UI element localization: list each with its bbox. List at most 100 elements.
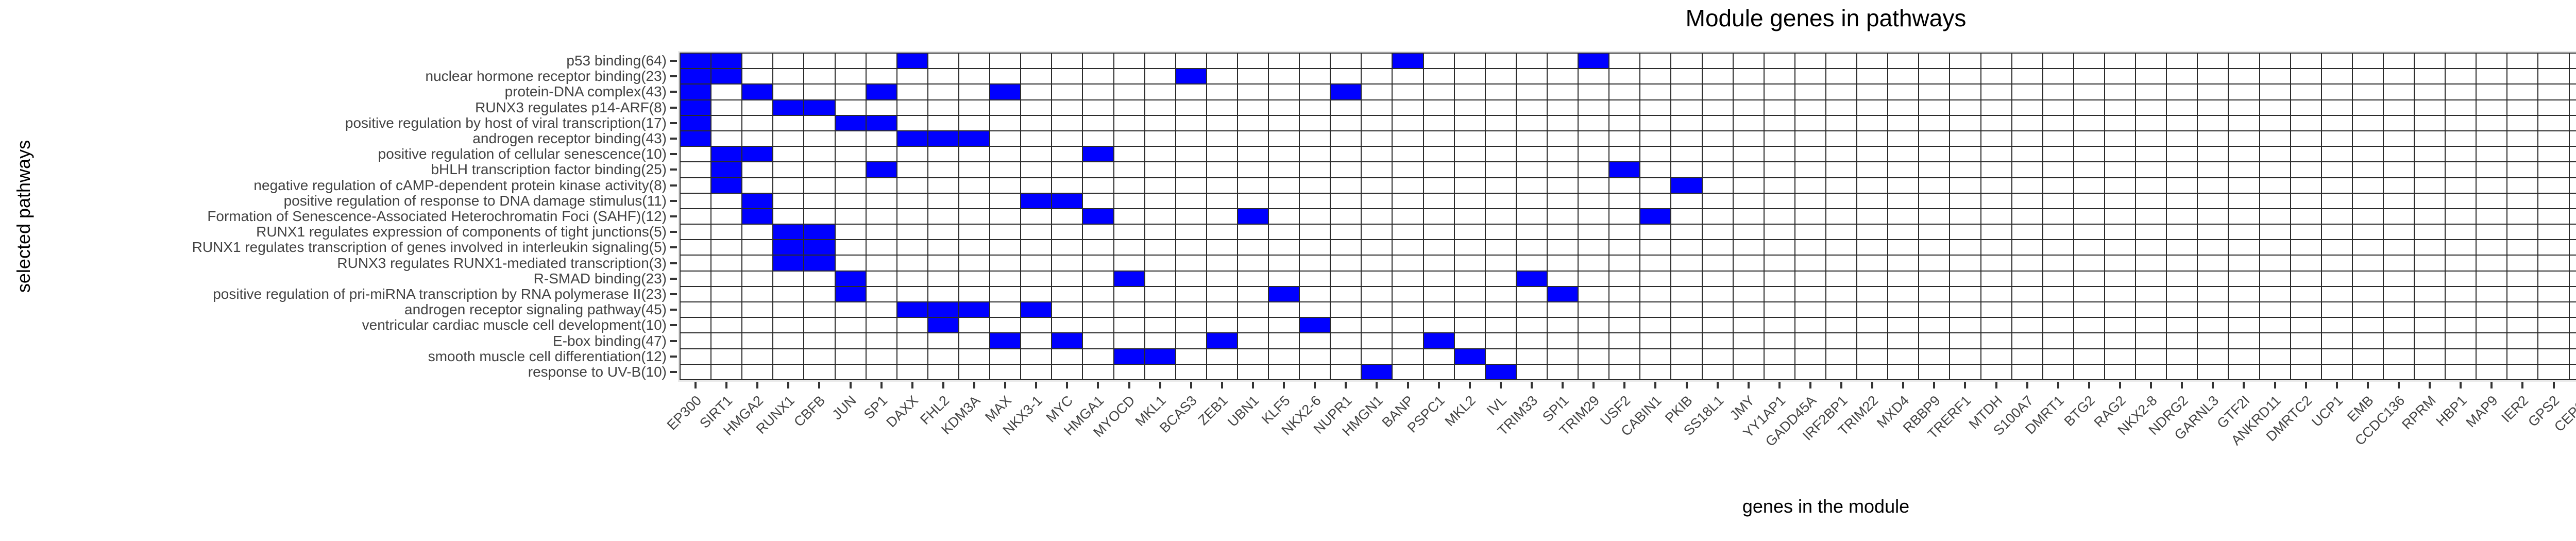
grid-hline — [680, 224, 2576, 225]
grid-vline — [1515, 53, 1517, 380]
grid-vline — [680, 53, 681, 380]
grid-vline — [958, 53, 959, 380]
x-axis-tick — [1685, 382, 1688, 388]
heatmap-cell-EP300-row2 — [680, 69, 711, 84]
y-tick-label-pathway: ventricular cardiac muscle cell developm… — [362, 317, 667, 333]
x-tick-label-gene: CBFB — [791, 393, 828, 430]
y-axis-tick — [670, 246, 677, 249]
x-axis-tick — [942, 382, 944, 388]
y-axis-tick — [670, 324, 677, 327]
grid-vline — [896, 53, 897, 380]
x-axis-tick — [1871, 382, 1874, 388]
grid-vline — [710, 53, 712, 380]
grid-vline — [2135, 53, 2137, 380]
x-axis-tick — [1314, 382, 1316, 388]
x-axis-tick — [2088, 382, 2090, 388]
grid-vline — [2197, 53, 2198, 380]
heatmap-cell-FHL2-row18 — [927, 317, 959, 333]
grid-hline — [680, 114, 2576, 116]
x-tick-label-gene: RPRM — [2398, 393, 2439, 433]
heatmap-cell-EP300-row5 — [680, 115, 711, 131]
heatmap-cell-SP1-row8 — [866, 162, 897, 178]
grid-vline — [2351, 53, 2353, 380]
x-axis-tick — [2181, 382, 2183, 388]
x-tick-label-gene: JUN — [829, 393, 859, 423]
grid-vline — [1422, 53, 1424, 380]
y-axis-tick — [670, 262, 677, 264]
heatmap-cell-SPI1-row16 — [1547, 286, 1579, 302]
heatmap-cell-HMGA1-row11 — [1082, 208, 1114, 225]
y-tick-label-pathway: androgen receptor signaling pathway(45) — [404, 301, 667, 318]
heatmap-cell-NKX3-1-row10 — [1021, 193, 1052, 209]
y-tick-label-pathway: RUNX1 regulates expression of components… — [256, 224, 667, 240]
grid-vline — [1113, 53, 1114, 380]
grid-vline — [2537, 53, 2539, 380]
x-axis-tick — [1499, 382, 1502, 388]
grid-hline — [680, 301, 2576, 303]
x-axis-tick — [1654, 382, 1657, 388]
grid-hline — [680, 99, 2576, 100]
x-axis-tick — [1406, 382, 1409, 388]
x-axis-tick — [2366, 382, 2369, 388]
y-axis-tick — [670, 153, 677, 156]
heatmap-cell-SP1-row3 — [866, 84, 897, 100]
x-axis-tick — [1221, 382, 1223, 388]
y-tick-label-pathway: positive regulation of response to DNA d… — [283, 192, 667, 209]
x-axis-tick — [1747, 382, 1750, 388]
heatmap-cell-EP300-row1 — [680, 53, 711, 69]
y-axis-tick — [670, 138, 677, 140]
x-axis-tick — [849, 382, 852, 388]
x-tick-label-gene: BTG2 — [2061, 393, 2098, 430]
heatmap-cell-BCAS3-row2 — [1175, 69, 1207, 84]
x-axis-tick — [1964, 382, 1967, 388]
x-axis-tick — [1345, 382, 1347, 388]
heatmap-cell-HMGA2-row7 — [742, 146, 773, 162]
y-tick-label-pathway: Formation of Senescence-Associated Heter… — [207, 208, 667, 224]
grid-vline — [1268, 53, 1269, 380]
x-axis-tick — [1190, 382, 1192, 388]
x-tick-label-gene: MKL2 — [1442, 393, 1479, 430]
grid-hline — [680, 177, 2576, 178]
x-axis-tick — [1809, 382, 1811, 388]
grid-vline — [2104, 53, 2105, 380]
x-axis-tick — [1562, 382, 1564, 388]
grid-vline — [2506, 53, 2508, 380]
y-tick-label-pathway: R-SMAD binding(23) — [533, 270, 667, 286]
y-axis-tick — [670, 231, 677, 233]
x-axis-tick — [2552, 382, 2555, 388]
heatmap-cell-ZEB1-row19 — [1206, 333, 1238, 349]
grid-hline — [680, 239, 2576, 241]
y-axis-tick — [670, 277, 677, 280]
heatmap-cell-MYOCD-row20 — [1113, 348, 1145, 364]
y-tick-label-pathway: positive regulation of pri-miRNA transcr… — [213, 285, 667, 302]
heatmap-cell-JUN-row15 — [835, 270, 866, 286]
y-axis-tick — [670, 60, 677, 62]
y-axis-tick — [670, 75, 677, 78]
heatmap-cell-DAXX-row17 — [896, 302, 928, 318]
grid-hline — [680, 146, 2576, 147]
grid-vline — [1082, 53, 1083, 380]
x-axis-tick — [1995, 382, 1997, 388]
grid-vline — [2382, 53, 2384, 380]
grid-vline — [2042, 53, 2043, 380]
heatmap-cell-JUN-row16 — [835, 286, 866, 302]
grid-hline — [680, 208, 2576, 209]
x-tick-label-gene: UBN1 — [1225, 393, 1262, 430]
heatmap-cell-TRIM29-row1 — [1578, 53, 1609, 69]
y-tick-label-pathway: RUNX1 regulates transcription of genes i… — [192, 239, 667, 256]
grid-vline — [1144, 53, 1145, 380]
grid-hline — [680, 348, 2576, 349]
heatmap-cell-DAXX-row1 — [896, 53, 928, 69]
grid-vline — [2290, 53, 2291, 380]
grid-vline — [1051, 53, 1053, 380]
grid-vline — [1361, 53, 1362, 380]
heatmap-cell-SIRT1-row2 — [711, 69, 742, 84]
grid-vline — [1547, 53, 1548, 380]
grid-vline — [989, 53, 991, 380]
heatmap-cell-SP1-row5 — [866, 115, 897, 131]
x-axis-tick — [2150, 382, 2153, 388]
heatmap-cell-KLF5-row16 — [1268, 286, 1300, 302]
x-axis-tick — [818, 382, 821, 388]
grid-vline — [2414, 53, 2415, 380]
